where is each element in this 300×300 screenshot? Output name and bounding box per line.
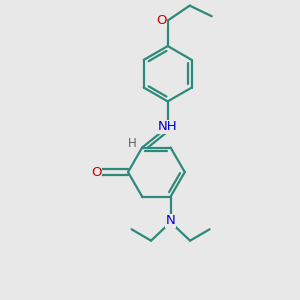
Text: NH: NH — [158, 120, 178, 134]
Text: O: O — [91, 166, 101, 178]
Text: N: N — [166, 214, 176, 227]
Text: H: H — [128, 137, 136, 150]
Text: O: O — [156, 14, 166, 27]
